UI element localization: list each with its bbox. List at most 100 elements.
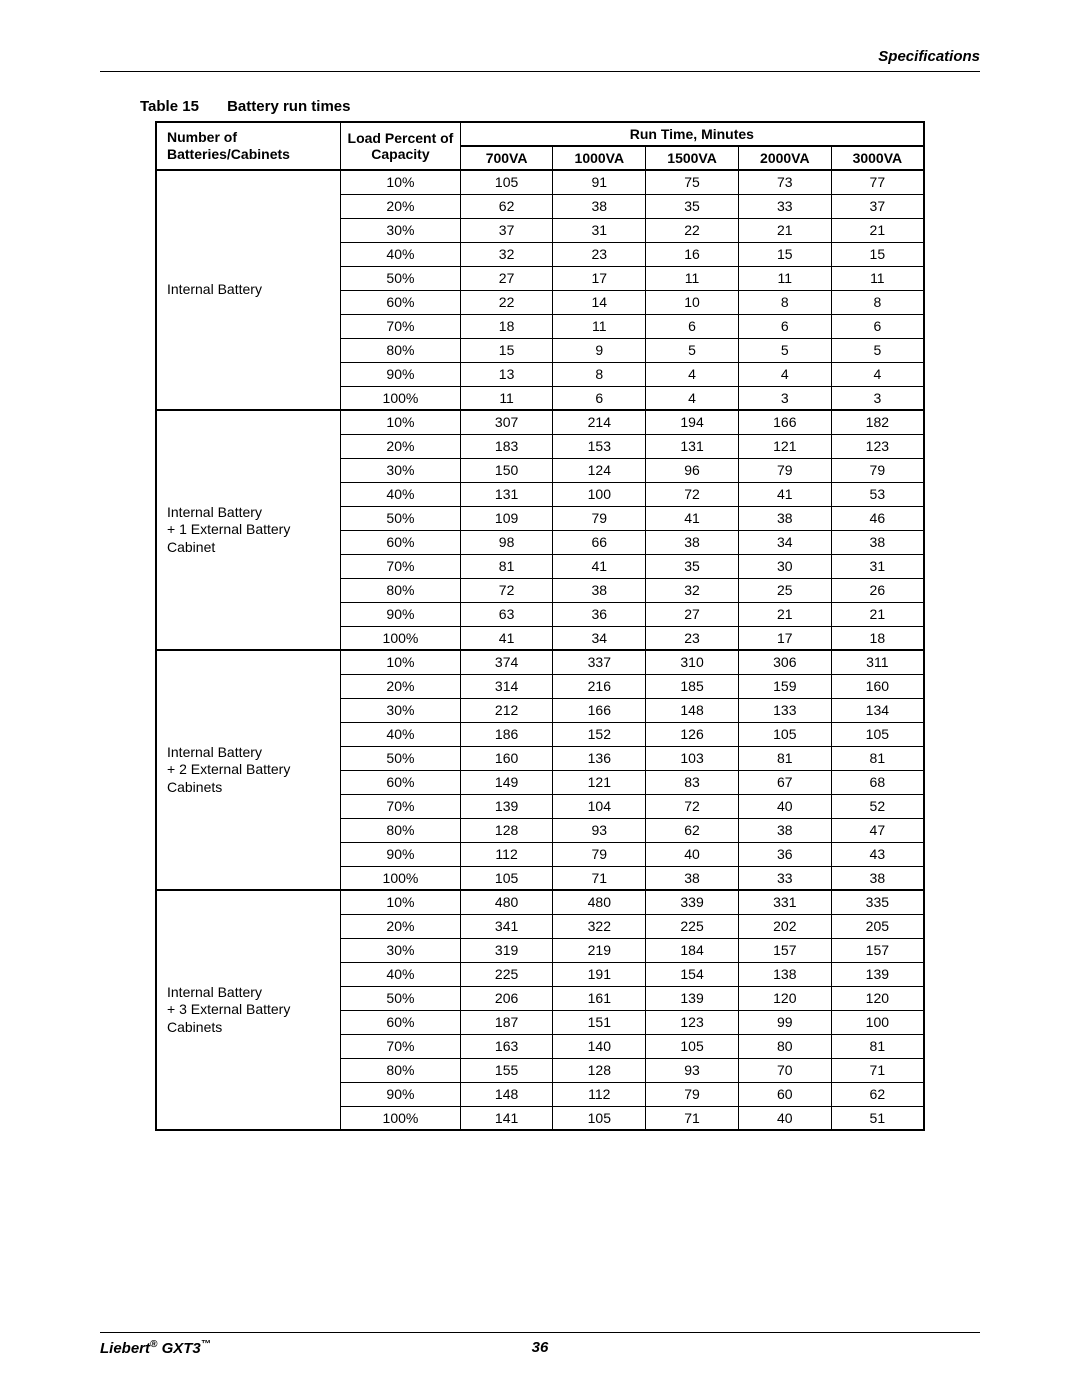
value-cell: 185 (646, 674, 739, 698)
value-cell: 121 (553, 770, 646, 794)
value-cell: 186 (460, 722, 553, 746)
load-cell: 50% (341, 986, 461, 1010)
group-label-cell: Internal Battery+ 2 External BatteryCabi… (156, 650, 341, 890)
value-cell: 126 (646, 722, 739, 746)
value-cell: 68 (831, 770, 924, 794)
value-cell: 133 (738, 698, 831, 722)
value-cell: 184 (646, 938, 739, 962)
value-cell: 27 (460, 266, 553, 290)
value-cell: 310 (646, 650, 739, 674)
value-cell: 216 (553, 674, 646, 698)
load-cell: 30% (341, 698, 461, 722)
value-cell: 11 (460, 386, 553, 410)
value-cell: 41 (646, 506, 739, 530)
table-body: Internal Battery10%1059175737720%6238353… (156, 170, 924, 1130)
value-cell: 123 (831, 434, 924, 458)
value-cell: 134 (831, 698, 924, 722)
value-cell: 124 (553, 458, 646, 482)
value-cell: 70 (738, 1058, 831, 1082)
value-cell: 51 (831, 1106, 924, 1130)
col-header-runtime-span: Run Time, Minutes (460, 122, 924, 146)
value-cell: 6 (646, 314, 739, 338)
value-cell: 11 (553, 314, 646, 338)
load-cell: 40% (341, 482, 461, 506)
value-cell: 79 (553, 842, 646, 866)
value-cell: 139 (831, 962, 924, 986)
value-cell: 40 (646, 842, 739, 866)
value-cell: 337 (553, 650, 646, 674)
value-cell: 151 (553, 1010, 646, 1034)
value-cell: 13 (460, 362, 553, 386)
value-cell: 21 (738, 602, 831, 626)
value-cell: 67 (738, 770, 831, 794)
value-cell: 14 (553, 290, 646, 314)
value-cell: 3 (738, 386, 831, 410)
load-cell: 100% (341, 626, 461, 650)
value-cell: 154 (646, 962, 739, 986)
load-cell: 50% (341, 506, 461, 530)
value-cell: 43 (831, 842, 924, 866)
load-cell: 20% (341, 674, 461, 698)
load-cell: 60% (341, 290, 461, 314)
value-cell: 153 (553, 434, 646, 458)
table-head: Number of Batteries/Cabinets Load Percen… (156, 122, 924, 170)
load-cell: 80% (341, 818, 461, 842)
value-cell: 161 (553, 986, 646, 1010)
value-cell: 8 (553, 362, 646, 386)
value-cell: 104 (553, 794, 646, 818)
value-cell: 194 (646, 410, 739, 434)
value-cell: 62 (460, 194, 553, 218)
value-cell: 183 (460, 434, 553, 458)
value-cell: 38 (553, 578, 646, 602)
load-cell: 70% (341, 554, 461, 578)
value-cell: 38 (831, 530, 924, 554)
value-cell: 6 (831, 314, 924, 338)
value-cell: 155 (460, 1058, 553, 1082)
value-cell: 5 (831, 338, 924, 362)
value-cell: 105 (553, 1106, 646, 1130)
value-cell: 128 (460, 818, 553, 842)
load-cell: 40% (341, 242, 461, 266)
value-cell: 120 (738, 986, 831, 1010)
value-cell: 79 (646, 1082, 739, 1106)
value-cell: 206 (460, 986, 553, 1010)
col-header-va: 2000VA (738, 146, 831, 170)
value-cell: 18 (831, 626, 924, 650)
value-cell: 160 (460, 746, 553, 770)
load-cell: 90% (341, 362, 461, 386)
value-cell: 374 (460, 650, 553, 674)
value-cell: 60 (738, 1082, 831, 1106)
value-cell: 91 (553, 170, 646, 194)
value-cell: 163 (460, 1034, 553, 1058)
table-title: Battery run times (227, 98, 350, 115)
value-cell: 4 (831, 362, 924, 386)
group-label-cell: Internal Battery+ 1 External BatteryCabi… (156, 410, 341, 650)
value-cell: 99 (738, 1010, 831, 1034)
value-cell: 46 (831, 506, 924, 530)
value-cell: 105 (646, 1034, 739, 1058)
value-cell: 306 (738, 650, 831, 674)
value-cell: 25 (738, 578, 831, 602)
load-cell: 70% (341, 1034, 461, 1058)
value-cell: 314 (460, 674, 553, 698)
value-cell: 81 (738, 746, 831, 770)
value-cell: 157 (831, 938, 924, 962)
load-cell: 50% (341, 266, 461, 290)
value-cell: 5 (646, 338, 739, 362)
col-header-va: 1500VA (646, 146, 739, 170)
value-cell: 15 (831, 242, 924, 266)
value-cell: 41 (738, 482, 831, 506)
value-cell: 93 (646, 1058, 739, 1082)
value-cell: 166 (553, 698, 646, 722)
value-cell: 21 (831, 218, 924, 242)
value-cell: 22 (646, 218, 739, 242)
value-cell: 71 (646, 1106, 739, 1130)
value-cell: 15 (460, 338, 553, 362)
value-cell: 75 (646, 170, 739, 194)
value-cell: 331 (738, 890, 831, 914)
value-cell: 15 (738, 242, 831, 266)
page-number: 36 (100, 1339, 980, 1356)
load-cell: 40% (341, 722, 461, 746)
value-cell: 131 (460, 482, 553, 506)
load-cell: 10% (341, 650, 461, 674)
